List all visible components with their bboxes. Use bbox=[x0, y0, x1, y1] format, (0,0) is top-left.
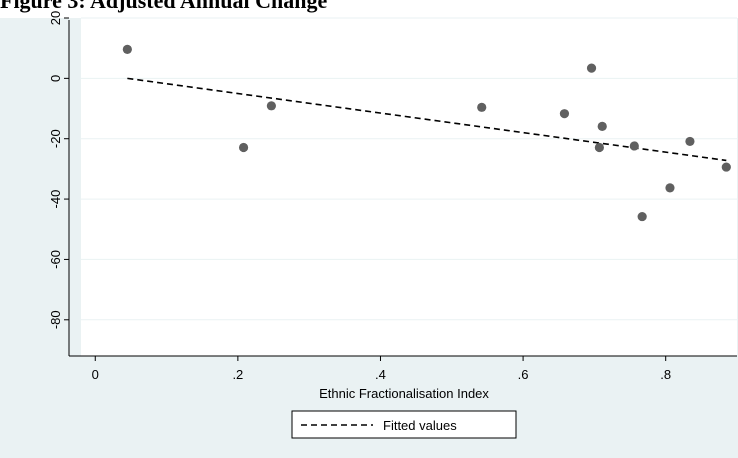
x-tick-label: .2 bbox=[232, 367, 243, 382]
y-tick-label: 0 bbox=[48, 75, 63, 82]
legend-box bbox=[291, 410, 517, 439]
scatter-point bbox=[594, 142, 604, 153]
fitted-values-line bbox=[127, 77, 727, 162]
legend-label-fitted: Fitted values bbox=[383, 418, 457, 433]
gridlines bbox=[81, 17, 737, 321]
x-tick-label: .6 bbox=[518, 367, 529, 382]
legend: Fitted values bbox=[291, 410, 517, 439]
data-points bbox=[122, 44, 731, 222]
scatter-point bbox=[597, 121, 607, 131]
scatter-point bbox=[586, 63, 597, 73]
scatter-point bbox=[266, 101, 276, 111]
y-axis-ticks: 20 0 -20 -40 -60 -80 bbox=[48, 11, 69, 329]
y-tick-label: -40 bbox=[48, 190, 63, 209]
y-tick-label: -80 bbox=[48, 310, 63, 329]
y-tick-label: -60 bbox=[48, 250, 63, 269]
scatter-point bbox=[122, 44, 132, 54]
scatter-point bbox=[477, 102, 487, 112]
scatter-point bbox=[559, 109, 570, 119]
scatter-point bbox=[238, 142, 249, 153]
scatter-point bbox=[685, 136, 695, 147]
x-axis-ticks: 0 .2 .4 .6 .8 bbox=[92, 356, 671, 382]
x-tick-label: .4 bbox=[375, 367, 386, 382]
figure-title-cropped: Figure 3: Adjusted Annual Change bbox=[0, 0, 328, 13]
x-tick-label: 0 bbox=[92, 367, 99, 382]
scatter-point bbox=[721, 162, 731, 172]
scatter-point bbox=[629, 141, 639, 151]
x-axis-title: Ethnic Fractionalisation Index bbox=[319, 386, 489, 401]
y-tick-label: -20 bbox=[48, 129, 63, 148]
x-tick-label: .8 bbox=[660, 367, 671, 382]
y-tick-label: 20 bbox=[48, 11, 63, 25]
plot-area bbox=[81, 18, 737, 356]
scatter-point bbox=[665, 183, 675, 193]
scatter-point bbox=[637, 211, 647, 222]
